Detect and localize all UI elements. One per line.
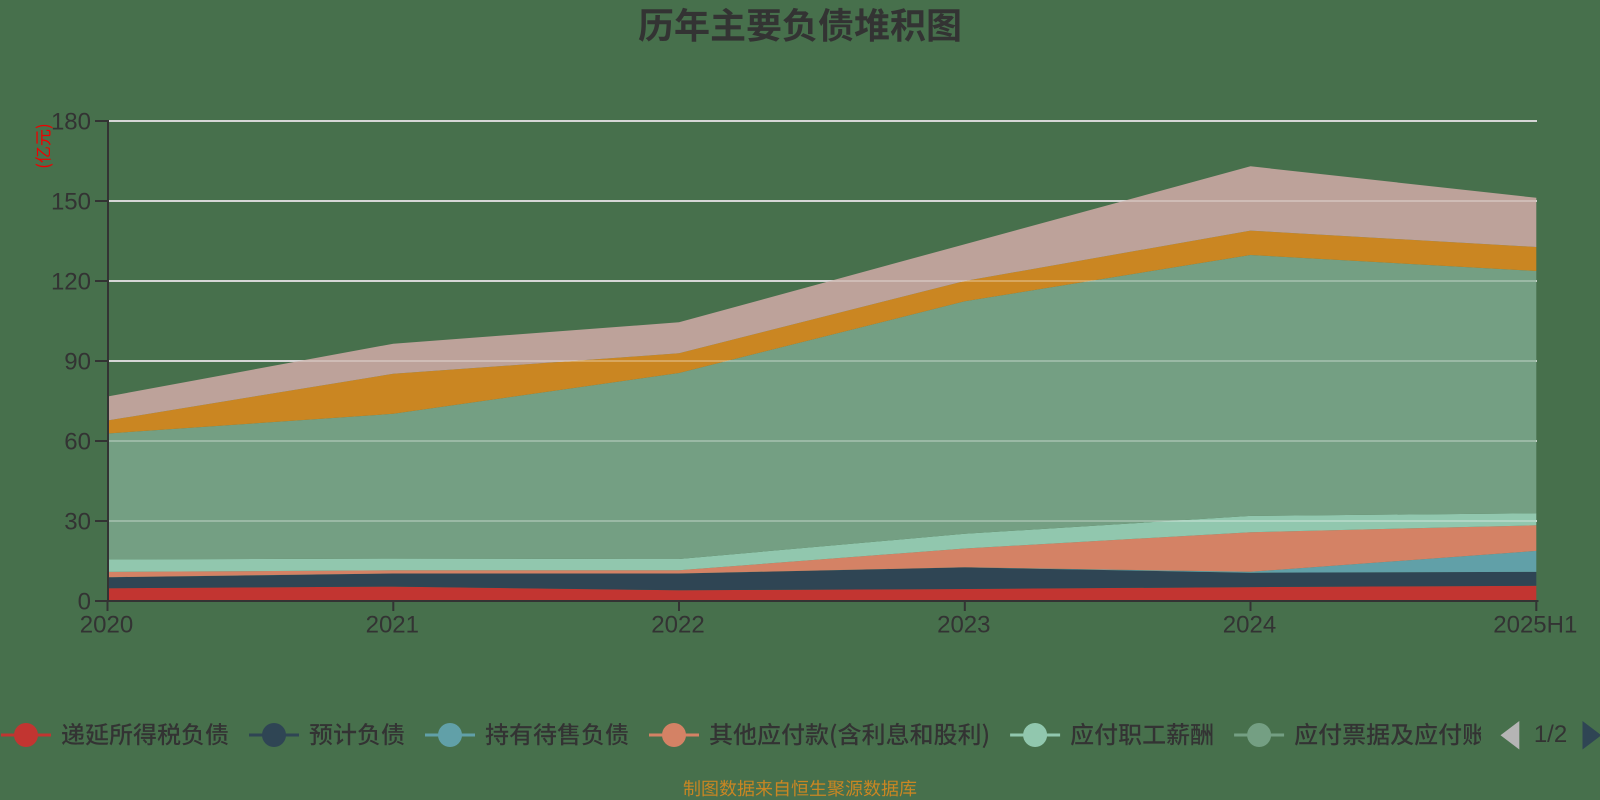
svg-text:60: 60 xyxy=(64,429,91,456)
svg-text:90: 90 xyxy=(64,349,91,376)
svg-text:180: 180 xyxy=(51,109,91,136)
svg-text:0: 0 xyxy=(78,589,91,616)
svg-text:120: 120 xyxy=(51,269,91,296)
svg-text:2020: 2020 xyxy=(80,612,133,639)
svg-text:2023: 2023 xyxy=(937,612,990,639)
svg-text:150: 150 xyxy=(51,189,91,216)
svg-text:1/2: 1/2 xyxy=(1534,721,1567,748)
svg-text:2021: 2021 xyxy=(366,612,419,639)
svg-text:2025H1: 2025H1 xyxy=(1493,612,1577,639)
svg-text:2024: 2024 xyxy=(1223,612,1276,639)
svg-text:2022: 2022 xyxy=(651,612,704,639)
svg-text:30: 30 xyxy=(64,509,91,536)
